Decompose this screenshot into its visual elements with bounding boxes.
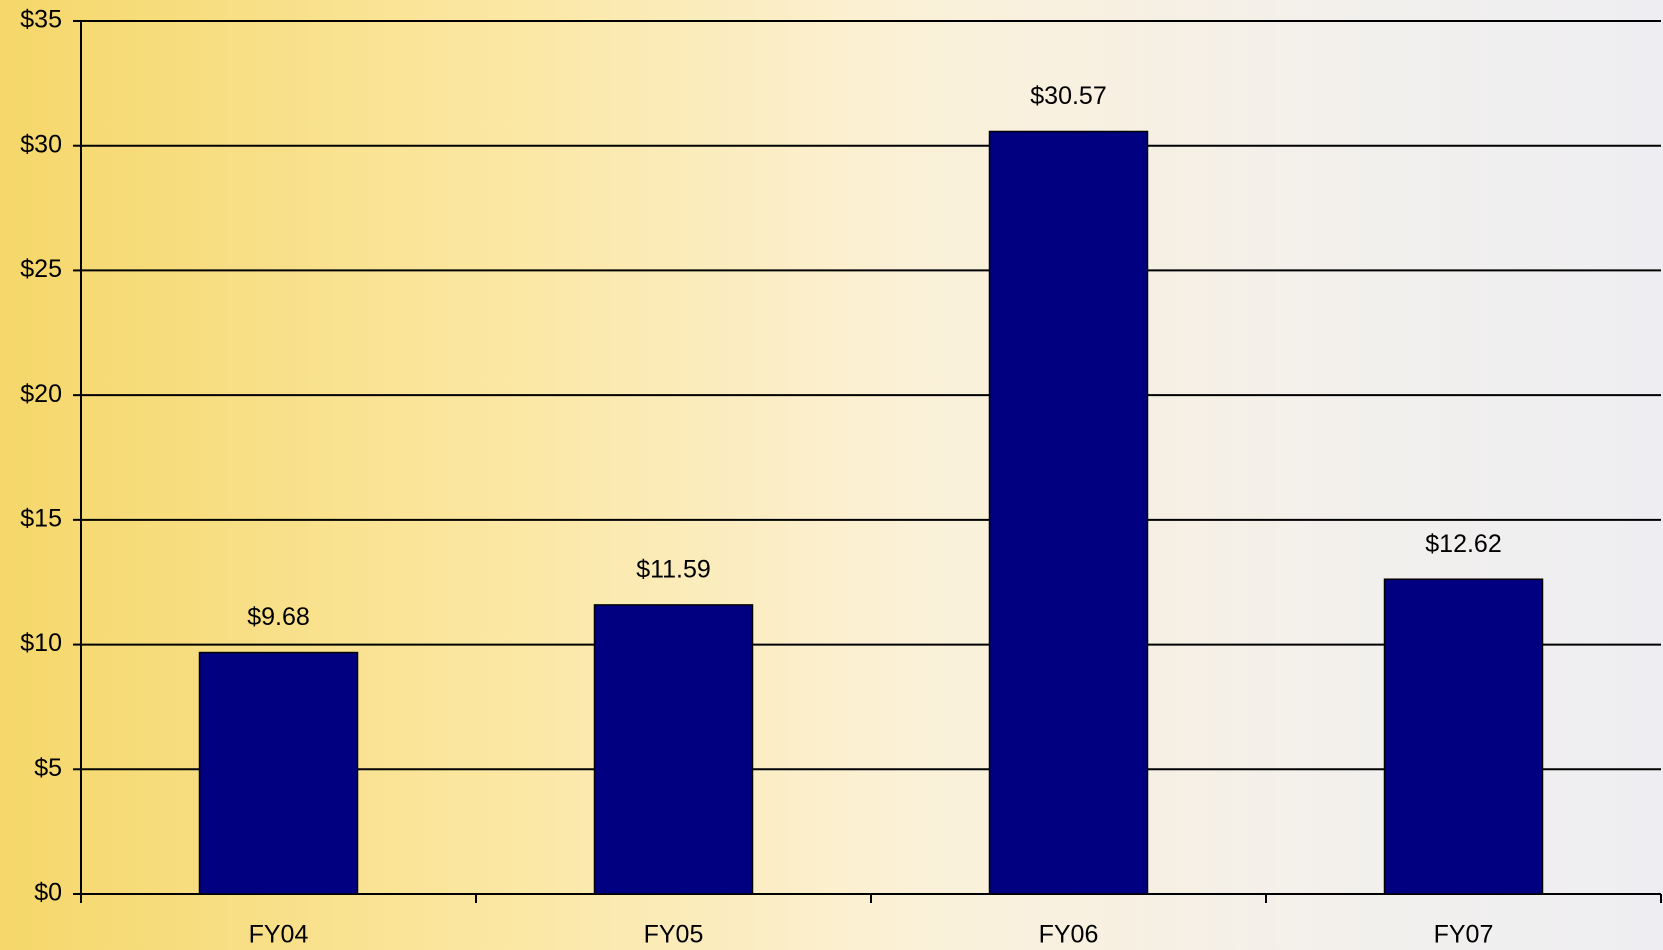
y-tick-label: $10 [20,629,62,657]
data-label: $30.57 [1030,82,1106,110]
y-tick-label: $0 [34,879,62,907]
x-tick-label: FY07 [1434,921,1494,949]
y-tick-label: $30 [20,130,62,158]
y-tick-label: $25 [20,255,62,283]
x-tick-label: FY04 [249,921,309,949]
data-label: $9.68 [247,603,310,631]
y-tick-label: $20 [20,380,62,408]
data-label: $11.59 [636,556,711,584]
x-tick-label: FY06 [1039,921,1099,949]
page: $0 $5 $10 $15 $20 $25 $30 $35 FY04 $9.68 FY05 $11.5… [0,0,1663,950]
y-tick-label: $15 [20,504,62,532]
bar [595,605,753,894]
x-tick-label: FY05 [644,921,704,949]
chart: $0 $5 $10 $15 $20 $25 $30 $35 FY04 $9.68 FY05 $11.5… [0,0,1663,950]
bar [200,653,358,894]
bar [1385,579,1543,894]
y-tick-label: $5 [34,754,62,782]
data-label: $12.62 [1425,530,1501,558]
bar [990,131,1148,894]
y-tick-label: $35 [20,6,62,34]
